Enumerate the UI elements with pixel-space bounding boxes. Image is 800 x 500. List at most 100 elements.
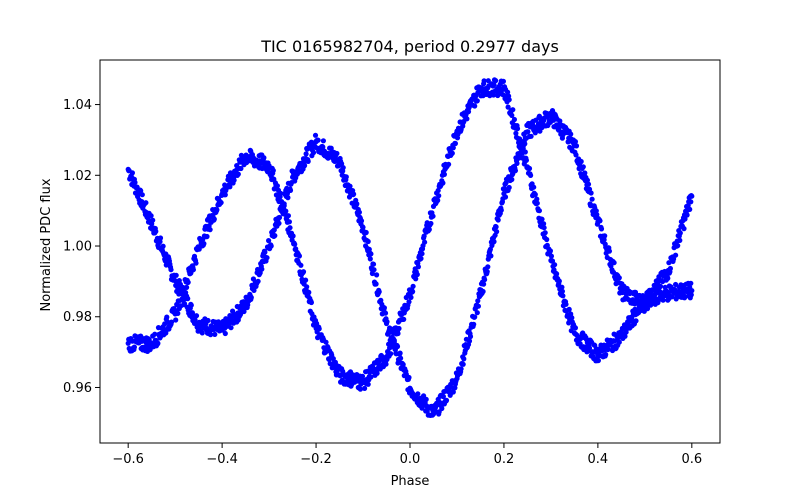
data-point [556, 278, 562, 284]
y-tick-label: 1.02 [63, 169, 92, 184]
data-point [371, 267, 377, 273]
data-point [534, 196, 540, 202]
y-axis-ticks: 0.96 0.98 1.00 1.02 1.04 [63, 98, 100, 396]
data-point [458, 366, 464, 372]
data-point [466, 105, 472, 111]
data-point [493, 78, 499, 84]
data-point [673, 281, 679, 288]
data-point [351, 191, 357, 197]
data-point [491, 82, 497, 88]
y-axis-label: Normalized PDC flux [39, 178, 54, 311]
data-point [270, 167, 276, 174]
data-point [373, 281, 379, 287]
data-point [388, 351, 394, 357]
data-point [616, 339, 622, 345]
data-point [435, 197, 441, 203]
data-point [430, 213, 436, 219]
data-point [374, 370, 380, 376]
data-point [685, 202, 691, 209]
data-point [312, 132, 319, 138]
data-point [689, 288, 695, 294]
y-tick-label: 0.98 [63, 310, 92, 325]
data-point [272, 233, 278, 239]
data-point [534, 200, 540, 206]
data-point [539, 216, 545, 222]
data-point [687, 206, 693, 212]
data-point [536, 208, 543, 214]
data-point [207, 227, 213, 233]
data-point [181, 293, 187, 300]
data-point [559, 288, 566, 294]
data-point [131, 344, 137, 350]
data-point [452, 385, 458, 391]
data-point [401, 316, 407, 322]
data-point [428, 220, 434, 227]
data-point [481, 281, 487, 287]
x-tick-label: 0.6 [681, 452, 702, 467]
y-tick-label: 1.04 [63, 98, 92, 113]
data-point [419, 251, 425, 257]
data-point [511, 116, 517, 123]
data-point [178, 303, 184, 309]
data-point [308, 299, 314, 306]
data-point [601, 237, 607, 243]
data-point [436, 193, 442, 199]
x-tick-label: −0.2 [300, 452, 332, 467]
data-point [682, 216, 688, 222]
data-point [231, 177, 237, 183]
data-point [446, 161, 452, 167]
x-tick-label: −0.4 [206, 452, 238, 467]
data-point [552, 262, 558, 268]
data-point [285, 195, 291, 201]
data-point [264, 255, 270, 261]
data-point [153, 228, 159, 234]
data-point [580, 164, 586, 170]
data-point [605, 346, 611, 352]
data-point [261, 155, 267, 161]
data-point [684, 212, 690, 218]
data-point [490, 92, 497, 98]
data-point [363, 229, 369, 236]
data-point [536, 113, 543, 119]
data-point [347, 183, 353, 189]
data-point [129, 170, 135, 176]
data-point [173, 317, 179, 323]
data-point [339, 161, 345, 167]
data-point [406, 374, 412, 381]
data-point [606, 248, 613, 254]
data-point [611, 260, 617, 266]
data-point [188, 302, 194, 308]
data-point [452, 140, 458, 147]
data-point [594, 212, 600, 218]
data-point [665, 275, 671, 281]
data-point [568, 131, 574, 137]
data-point [410, 289, 416, 295]
data-point [395, 330, 401, 337]
data-point [472, 103, 478, 109]
data-point [689, 193, 695, 199]
data-point [531, 184, 537, 190]
data-point [218, 200, 224, 206]
data-point [560, 293, 566, 299]
data-point [657, 283, 664, 289]
data-point [367, 256, 373, 262]
chart-title: TIC 0165982704, period 0.2977 days [260, 37, 559, 56]
data-point [633, 318, 639, 324]
data-point [598, 226, 605, 232]
data-point [205, 317, 211, 324]
data-point [505, 104, 511, 110]
data-point [382, 310, 389, 316]
data-point [467, 333, 474, 340]
data-point [381, 305, 387, 311]
data-point [276, 214, 283, 221]
data-point [471, 321, 477, 327]
data-point [320, 138, 326, 144]
data-point [310, 150, 317, 156]
data-point [305, 158, 311, 164]
data-point [268, 243, 274, 249]
data-point [622, 333, 628, 339]
data-point [357, 386, 363, 392]
data-point [426, 226, 432, 233]
data-point [306, 289, 312, 295]
